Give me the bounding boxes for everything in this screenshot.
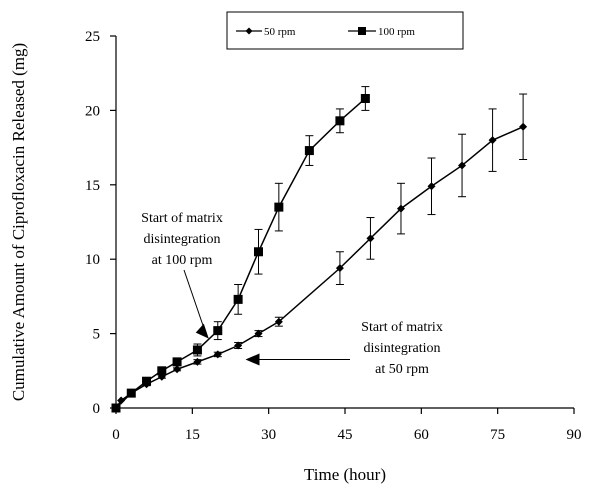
data-point-50rpm (234, 341, 243, 350)
annotation-50rpm-line1: Start of matrix (361, 320, 443, 335)
data-point-100rpm (360, 93, 370, 103)
y-tick-label: 10 (85, 252, 100, 268)
x-tick-label: 0 (112, 427, 120, 443)
data-point-50rpm (366, 234, 375, 243)
data-point-100rpm (157, 366, 167, 376)
x-tick-label: 90 (567, 427, 582, 443)
arrow-100rpm-shaft (183, 269, 206, 331)
x-axis-title: Time (hour) (304, 465, 386, 484)
data-point-50rpm (458, 161, 467, 170)
y-tick-label: 15 (85, 178, 100, 194)
annotation-100rpm-line1: Start of matrix (141, 211, 223, 226)
data-point-50rpm (427, 182, 436, 191)
data-point-50rpm (519, 122, 528, 131)
legend-marker-50rpm (245, 27, 253, 35)
x-tick-label: 30 (261, 427, 276, 443)
y-tick-label: 25 (85, 29, 100, 45)
data-point-100rpm (274, 202, 284, 212)
data-point-100rpm (111, 403, 121, 413)
x-tick-label: 75 (490, 427, 505, 443)
annotation-100rpm-line3: at 100 rpm (152, 253, 213, 268)
data-point-100rpm (213, 326, 223, 336)
annotation-50rpm-line2: disintegration (364, 341, 441, 356)
annotation-100rpm: Start of matrix disintegration at 100 rp… (141, 211, 223, 268)
data-point-100rpm (335, 116, 345, 126)
x-tick-label: 60 (414, 427, 429, 443)
x-tick-label: 45 (338, 427, 353, 443)
data-point-100rpm (172, 357, 182, 367)
series-layer (111, 86, 528, 413)
data-point-100rpm (126, 388, 136, 398)
legend-label-50rpm: 50 rpm (264, 26, 296, 38)
data-point-50rpm (254, 329, 263, 338)
y-tick-label: 0 (93, 401, 101, 417)
data-point-50rpm (213, 350, 222, 359)
data-point-50rpm (173, 365, 182, 374)
data-point-100rpm (304, 146, 314, 156)
y-tick-label: 20 (85, 103, 100, 119)
legend-label-100rpm: 100 rpm (378, 26, 415, 38)
legend-box (226, 11, 464, 50)
data-point-50rpm (117, 396, 126, 405)
x-tick-label: 15 (185, 427, 200, 443)
y-tick-label: 5 (93, 327, 101, 343)
data-point-50rpm (193, 357, 202, 366)
annotation-50rpm: Start of matrix disintegration at 50 rpm (361, 320, 443, 377)
data-point-100rpm (142, 376, 152, 386)
y-axis-title: Cumulative Amount of Ciprofloxacin Relea… (9, 43, 28, 401)
data-point-100rpm (233, 294, 243, 304)
legend: 50 rpm 100 rpm (226, 11, 464, 50)
annotation-arrows (183, 269, 350, 366)
data-point-50rpm (335, 264, 344, 273)
arrow-100rpm-head (195, 323, 209, 339)
data-point-50rpm (488, 136, 497, 145)
data-point-50rpm (274, 317, 283, 326)
arrow-50rpm-head (245, 353, 260, 366)
ticks: 0 15 30 45 60 75 90 0 5 10 15 20 25 (85, 29, 582, 443)
series-100rpm (111, 86, 370, 413)
data-point-100rpm (253, 247, 263, 257)
data-point-50rpm (396, 204, 405, 213)
annotation-100rpm-line2: disintegration (144, 232, 221, 247)
annotation-50rpm-line3: at 50 rpm (375, 362, 429, 377)
data-point-100rpm (192, 345, 202, 355)
legend-marker-100rpm (358, 27, 366, 35)
